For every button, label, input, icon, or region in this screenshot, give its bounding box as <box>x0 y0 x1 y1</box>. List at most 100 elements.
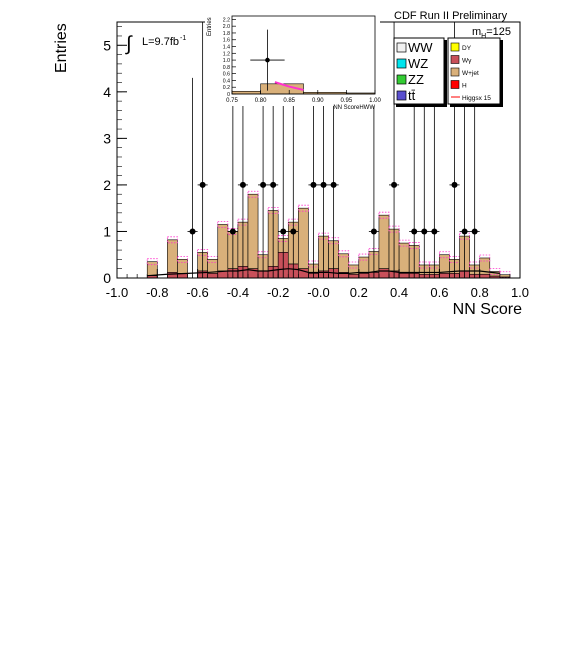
y-tick-label: 4 <box>103 84 111 100</box>
legend-left-shadow-bottom <box>396 104 447 107</box>
bar-wjet <box>398 242 410 274</box>
data-point <box>461 228 468 235</box>
legend-swatch <box>396 58 407 69</box>
data-point <box>270 181 277 188</box>
y-axis-label: Entries <box>53 23 70 73</box>
legend-swatch <box>396 74 407 85</box>
legend-label: H <box>462 83 467 90</box>
y-tick-label: 2 <box>103 177 111 193</box>
luminosity-label: L=9.7fb <box>142 36 179 48</box>
legend-swatch <box>450 55 460 64</box>
legend-label: W+jet <box>462 70 479 77</box>
inset-signal-curve <box>274 81 304 91</box>
inset-y-tick-label: 1.4 <box>223 45 230 51</box>
data-point <box>290 228 297 235</box>
inset-data-point <box>265 57 270 63</box>
legend-label: Wγ <box>462 58 472 65</box>
bar-wjet <box>499 274 511 278</box>
data-point <box>199 181 206 188</box>
inset-x-tick-label: 0.85 <box>283 98 295 104</box>
bar-uncertainty <box>438 251 450 259</box>
inset-x-axis-label: NN ScoreHWW <box>333 105 375 111</box>
legend-left-shadow <box>444 40 447 106</box>
legend-label: Higgsx 15 <box>462 95 491 102</box>
data-point <box>471 228 478 235</box>
inset-y-tick-label: 2.2 <box>223 17 230 23</box>
legend-swatch <box>450 42 460 52</box>
bar-wjet <box>378 214 390 269</box>
data-point <box>431 228 438 235</box>
inset-frame <box>231 15 376 95</box>
data-point <box>451 181 458 188</box>
inset-plot: 0.75 0.80 0.85 0.90 0.95 1.00 00.20.40.60.81.0… <box>205 14 381 111</box>
data-point <box>280 228 287 235</box>
bar-wjet <box>146 261 158 276</box>
bar-uncertainty <box>146 258 158 266</box>
inset-y-tick-label: 0 <box>227 92 230 98</box>
bar-wgamma <box>378 268 390 279</box>
inset-y-tick-label: 1.2 <box>223 51 230 57</box>
legend-right-shadow <box>500 40 503 106</box>
y-tick-label: 3 <box>103 130 111 146</box>
x-tick-label: -0.8 <box>146 285 168 300</box>
inset-y-tick-label: 2.0 <box>223 24 230 30</box>
bar-wgamma <box>348 273 360 279</box>
inset-x-tick-label: 0.90 <box>312 98 324 104</box>
bar-wjet <box>247 193 259 269</box>
legend-right-shadow-bottom <box>450 104 503 107</box>
bar-uncertainty <box>217 221 229 228</box>
inset-x-tick-label: 0.95 <box>341 98 353 104</box>
x-tick-label: 0.2 <box>350 285 368 300</box>
integral-symbol: ∫ <box>125 33 133 55</box>
y-tick-label: 5 <box>103 37 111 53</box>
inset-y-axis-label: Entries <box>207 17 213 36</box>
main-histograms <box>146 190 511 279</box>
bar-uncertainty <box>338 250 350 258</box>
data-point <box>391 181 398 188</box>
data-point <box>260 181 267 188</box>
bar-uncertainty <box>378 211 390 219</box>
bar-wjet <box>358 256 370 274</box>
legend-label: tt̄ <box>408 88 416 103</box>
main-plot: -1.0 -0.8 -0.6 -0.4 -0.2 -0.0 0.2 0.4 0.6 0.8 1.00… <box>103 21 529 300</box>
legend-label: WW <box>408 40 433 55</box>
bar-uncertainty <box>479 254 491 262</box>
data-point <box>229 228 236 235</box>
bar-uncertainty <box>177 255 188 263</box>
legend-swatch <box>450 80 460 89</box>
inset-y-tick-label: 0.6 <box>223 72 230 78</box>
bar-uncertainty <box>166 236 178 244</box>
inset-axis-ticks: 0.75 0.80 0.85 0.90 0.95 1.00 00.20.40.60.81.0… <box>223 17 382 104</box>
y-tick-label: 0 <box>103 270 111 286</box>
luminosity-unit-sup: -1 <box>180 35 186 42</box>
data-point <box>320 181 327 188</box>
data-point <box>310 181 317 188</box>
legend-label: WZ <box>408 56 428 71</box>
legend-label: DY <box>462 45 472 52</box>
bar-wjet <box>167 239 178 273</box>
inset-y-tick-label: 1.8 <box>223 31 230 37</box>
data-point <box>330 181 337 188</box>
main-axis-ticks: -1.0 -0.8 -0.6 -0.4 -0.2 -0.0 0.2 0.4 0.6 0.8 1.00… <box>103 26 529 300</box>
chart-title: CDF Run II Preliminary <box>394 10 508 22</box>
legend-swatch <box>396 90 407 101</box>
bar-wgamma <box>358 273 370 279</box>
inset-x-tick-label: 0.80 <box>255 98 267 104</box>
inset-y-tick-label: 1.6 <box>223 38 230 44</box>
x-tick-label: 0.6 <box>430 285 448 300</box>
legend-swatch <box>450 67 460 77</box>
inset-signal-line <box>274 81 304 91</box>
bar-wgamma <box>479 273 491 279</box>
inset-x-tick-label: 1.00 <box>369 98 381 104</box>
inset-observed-data <box>250 29 285 91</box>
x-tick-label: -0.6 <box>186 285 208 300</box>
mass-label: mH=125 <box>472 26 511 40</box>
bar-wjet <box>177 259 188 274</box>
y-tick-label: 1 <box>103 223 111 239</box>
data-point <box>421 228 428 235</box>
legend-swatch <box>396 42 407 53</box>
bar-wjet <box>298 207 309 269</box>
data-point <box>189 228 196 235</box>
